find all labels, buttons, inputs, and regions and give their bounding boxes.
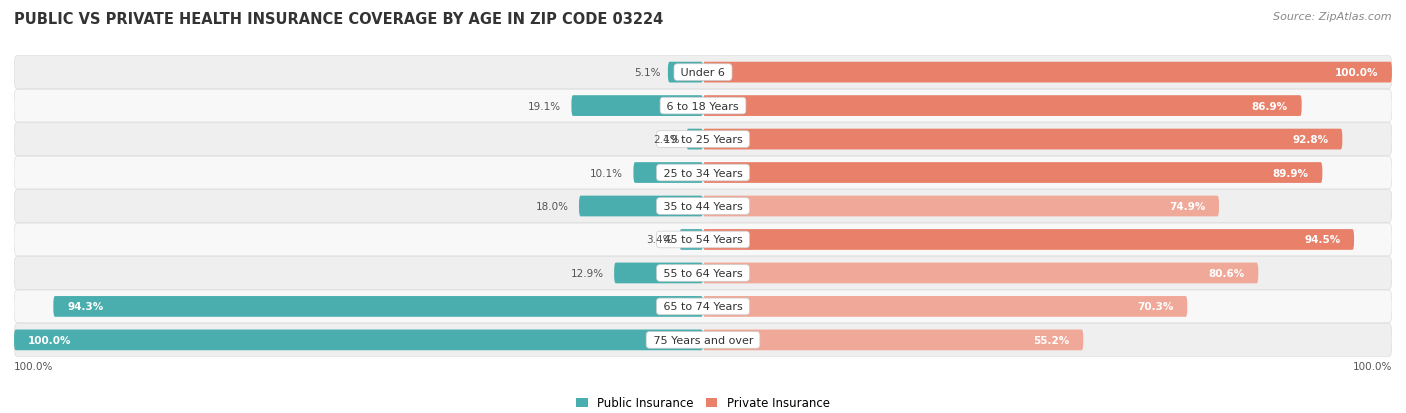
- Text: 94.3%: 94.3%: [67, 301, 104, 312]
- Text: 89.9%: 89.9%: [1272, 168, 1309, 178]
- Text: 55 to 64 Years: 55 to 64 Years: [659, 268, 747, 278]
- Text: 12.9%: 12.9%: [571, 268, 603, 278]
- Text: 19.1%: 19.1%: [529, 101, 561, 112]
- FancyBboxPatch shape: [14, 123, 1392, 156]
- FancyBboxPatch shape: [14, 57, 1392, 89]
- FancyBboxPatch shape: [14, 330, 703, 350]
- Text: Under 6: Under 6: [678, 68, 728, 78]
- Text: 94.5%: 94.5%: [1303, 235, 1340, 245]
- FancyBboxPatch shape: [634, 163, 703, 183]
- Text: 100.0%: 100.0%: [1353, 361, 1392, 371]
- Text: 19 to 25 Years: 19 to 25 Years: [659, 135, 747, 145]
- FancyBboxPatch shape: [14, 290, 1392, 323]
- Text: 45 to 54 Years: 45 to 54 Years: [659, 235, 747, 245]
- FancyBboxPatch shape: [53, 296, 703, 317]
- FancyBboxPatch shape: [14, 190, 1392, 223]
- Text: 70.3%: 70.3%: [1137, 301, 1174, 312]
- Text: 2.4%: 2.4%: [652, 135, 679, 145]
- FancyBboxPatch shape: [614, 263, 703, 284]
- FancyBboxPatch shape: [571, 96, 703, 117]
- FancyBboxPatch shape: [668, 63, 703, 83]
- Text: 100.0%: 100.0%: [28, 335, 72, 345]
- Text: 75 Years and over: 75 Years and over: [650, 335, 756, 345]
- Text: 92.8%: 92.8%: [1292, 135, 1329, 145]
- Text: 18.0%: 18.0%: [536, 202, 568, 211]
- Text: 25 to 34 Years: 25 to 34 Years: [659, 168, 747, 178]
- FancyBboxPatch shape: [703, 63, 1392, 83]
- Legend: Public Insurance, Private Insurance: Public Insurance, Private Insurance: [571, 392, 835, 413]
- FancyBboxPatch shape: [14, 157, 1392, 190]
- Text: 86.9%: 86.9%: [1251, 101, 1288, 112]
- FancyBboxPatch shape: [686, 129, 703, 150]
- Text: 74.9%: 74.9%: [1168, 202, 1205, 211]
- FancyBboxPatch shape: [703, 163, 1323, 183]
- Text: 65 to 74 Years: 65 to 74 Years: [659, 301, 747, 312]
- Text: PUBLIC VS PRIVATE HEALTH INSURANCE COVERAGE BY AGE IN ZIP CODE 03224: PUBLIC VS PRIVATE HEALTH INSURANCE COVER…: [14, 12, 664, 27]
- FancyBboxPatch shape: [14, 257, 1392, 290]
- Text: 80.6%: 80.6%: [1208, 268, 1244, 278]
- FancyBboxPatch shape: [679, 230, 703, 250]
- FancyBboxPatch shape: [703, 296, 1187, 317]
- Text: Source: ZipAtlas.com: Source: ZipAtlas.com: [1274, 12, 1392, 22]
- FancyBboxPatch shape: [703, 230, 1354, 250]
- Text: 3.4%: 3.4%: [647, 235, 672, 245]
- FancyBboxPatch shape: [703, 196, 1219, 217]
- Text: 6 to 18 Years: 6 to 18 Years: [664, 101, 742, 112]
- FancyBboxPatch shape: [703, 129, 1343, 150]
- FancyBboxPatch shape: [14, 324, 1392, 356]
- Text: 100.0%: 100.0%: [1334, 68, 1378, 78]
- Text: 35 to 44 Years: 35 to 44 Years: [659, 202, 747, 211]
- Text: 10.1%: 10.1%: [591, 168, 623, 178]
- FancyBboxPatch shape: [14, 90, 1392, 123]
- Text: 55.2%: 55.2%: [1033, 335, 1070, 345]
- FancyBboxPatch shape: [14, 223, 1392, 256]
- Text: 5.1%: 5.1%: [634, 68, 661, 78]
- FancyBboxPatch shape: [579, 196, 703, 217]
- FancyBboxPatch shape: [703, 330, 1083, 350]
- Text: 100.0%: 100.0%: [14, 361, 53, 371]
- FancyBboxPatch shape: [703, 263, 1258, 284]
- FancyBboxPatch shape: [703, 96, 1302, 117]
